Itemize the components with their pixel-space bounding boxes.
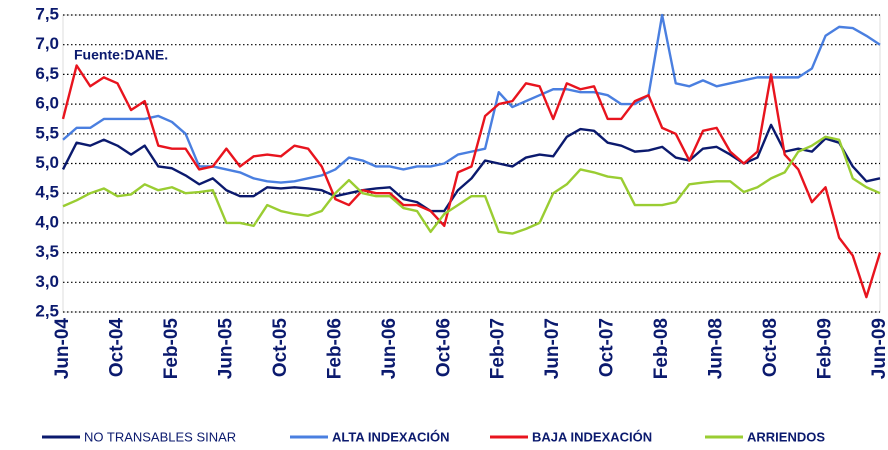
x-tick-label: Oct-05 (270, 318, 291, 378)
y-tick-label: 5,0 (35, 153, 59, 172)
x-tick-label: Jun-08 (706, 318, 727, 379)
y-tick-label: 6,0 (35, 94, 59, 113)
series-line (62, 135, 881, 235)
x-tick-label: Feb-09 (815, 318, 836, 379)
y-tick-label: 3,5 (35, 242, 59, 261)
series-line (61, 64, 882, 299)
x-tick-label: Feb-06 (324, 318, 345, 379)
x-tick-label: Jun-09 (869, 318, 888, 379)
legend-label: ARRIENDOS (747, 429, 825, 444)
x-tick-label: Feb-07 (488, 318, 509, 379)
y-tick-label: 5,5 (35, 123, 59, 142)
annotation: Fuente:DANE. (74, 47, 168, 63)
legend-label: NO TRANSABLES SINAR (84, 429, 236, 444)
x-tick-label: Jun-07 (542, 318, 563, 379)
x-tick-label: Feb-05 (161, 318, 182, 380)
y-tick-label: 4,0 (35, 212, 59, 231)
y-tick-label: 2,5 (35, 301, 59, 320)
y-tick-label: 3,0 (35, 272, 59, 291)
y-tick-label: 7,0 (35, 34, 59, 53)
x-tick-label: Oct-07 (597, 318, 618, 377)
x-tick-label: Oct-08 (760, 318, 781, 377)
x-tick-label: Oct-04 (106, 318, 127, 378)
x-tick-label: Jun-06 (379, 318, 400, 379)
x-tick-label: Oct-06 (433, 318, 454, 377)
series-line (62, 13, 881, 184)
x-tick-label: Jun-05 (215, 318, 236, 380)
x-tick-label: Jun-04 (52, 318, 73, 380)
y-tick-label: 7,5 (35, 4, 59, 23)
y-tick-label: 6,5 (35, 64, 59, 83)
y-tick-label: 4,5 (35, 183, 59, 202)
legend-label: BAJA INDEXACIÓN (532, 429, 652, 444)
legend-label: ALTA INDEXACIÓN (332, 429, 449, 444)
x-tick-label: Feb-08 (651, 318, 672, 379)
